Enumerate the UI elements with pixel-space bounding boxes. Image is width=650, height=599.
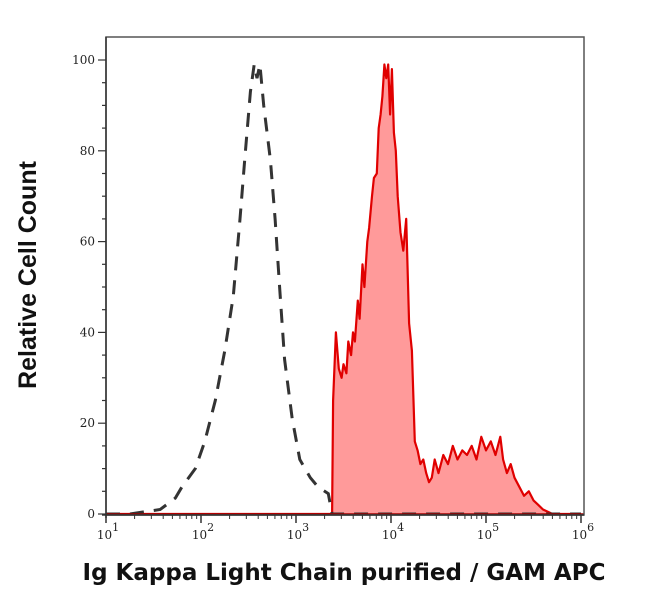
x-tick-label: 106 xyxy=(572,521,594,542)
x-tick-base: 10 xyxy=(287,528,302,542)
x-tick-label: 102 xyxy=(192,521,214,542)
x-tick-exponent: 1 xyxy=(112,521,119,534)
y-tick-label: 60 xyxy=(80,235,95,249)
plot-area xyxy=(106,63,584,516)
x-tick-label: 105 xyxy=(477,521,499,542)
x-tick-base: 10 xyxy=(192,528,207,542)
x-tick-label: 103 xyxy=(287,521,309,542)
x-tick-exponent: 3 xyxy=(302,521,309,534)
stained-histogram-line xyxy=(106,63,581,516)
y-tick-label: 0 xyxy=(87,507,95,521)
x-tick-label: 104 xyxy=(382,521,404,542)
x-tick-base: 10 xyxy=(97,528,112,542)
x-tick-base: 10 xyxy=(477,528,492,542)
y-tick-label: 80 xyxy=(80,144,95,158)
x-axis-label: Ig Kappa Light Chain purified / GAM APC xyxy=(83,560,606,586)
y-axis-label: Relative Cell Count xyxy=(14,160,42,388)
x-tick-base: 10 xyxy=(382,528,397,542)
y-tick-label: 20 xyxy=(80,416,95,430)
isotype-histogram-line xyxy=(106,64,581,516)
stained-histogram-fill xyxy=(106,64,581,514)
x-tick-exponent: 2 xyxy=(207,521,214,534)
x-tick-exponent: 6 xyxy=(587,521,594,534)
y-axis: 0 20 40 60 80 100 xyxy=(72,37,107,521)
x-tick-exponent: 4 xyxy=(397,521,404,534)
y-tick-label: 40 xyxy=(80,325,95,339)
y-tick-label: 100 xyxy=(72,53,95,67)
x-tick-base: 10 xyxy=(572,528,587,542)
x-tick-label: 101 xyxy=(97,521,119,542)
x-tick-exponent: 5 xyxy=(492,521,499,534)
